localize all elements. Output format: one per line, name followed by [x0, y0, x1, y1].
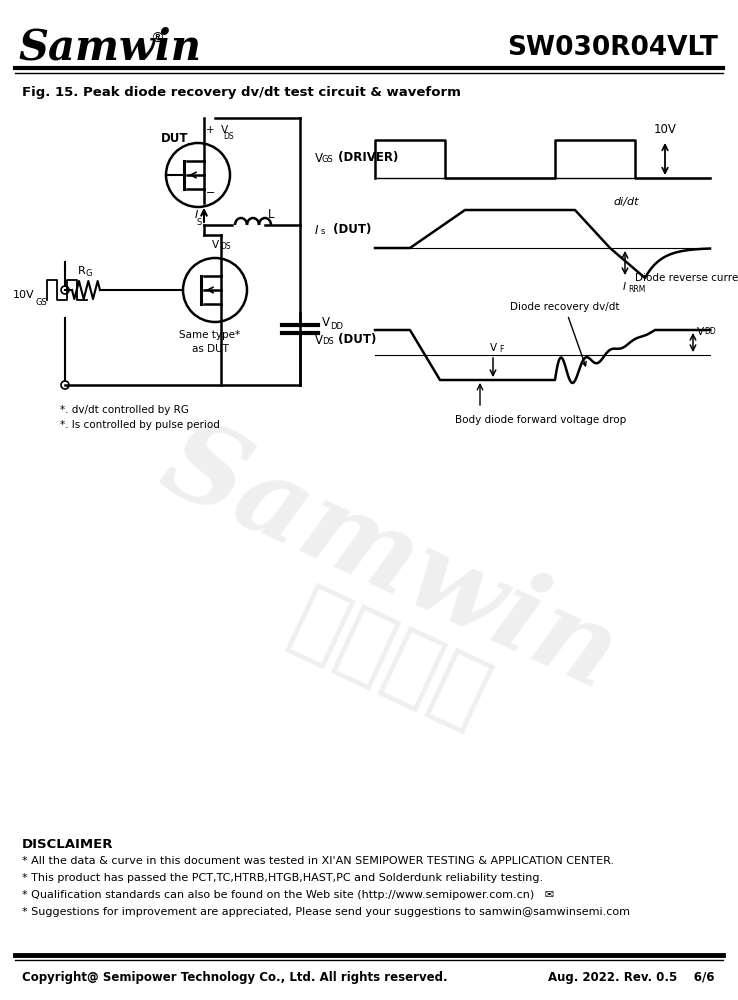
Text: V: V [489, 343, 497, 353]
Text: DISCLAIMER: DISCLAIMER [22, 838, 114, 851]
Text: (DUT): (DUT) [334, 334, 376, 347]
Text: DD: DD [330, 322, 343, 331]
Text: Copyright@ Semipower Technology Co., Ltd. All rights reserved.: Copyright@ Semipower Technology Co., Ltd… [22, 970, 448, 984]
Text: V: V [315, 151, 323, 164]
Text: DS: DS [322, 337, 334, 346]
Text: as DUT: as DUT [192, 344, 229, 354]
Text: ®: ® [150, 32, 164, 46]
Text: GS: GS [35, 298, 46, 307]
Text: I: I [195, 210, 198, 220]
Text: (DRIVER): (DRIVER) [334, 151, 399, 164]
Text: 内部保密: 内部保密 [279, 579, 501, 741]
Text: S: S [197, 218, 202, 227]
Text: G: G [85, 269, 92, 278]
Text: DS: DS [223, 132, 234, 141]
Text: Diode recovery dv/dt: Diode recovery dv/dt [510, 302, 619, 366]
Text: s: s [321, 227, 325, 236]
Text: Aug. 2022. Rev. 0.5    6/6: Aug. 2022. Rev. 0.5 6/6 [548, 970, 714, 984]
Text: Samwin: Samwin [146, 408, 634, 712]
Text: di/dt: di/dt [613, 197, 638, 207]
Text: V: V [212, 240, 219, 250]
Text: DUT: DUT [160, 131, 188, 144]
Text: R: R [78, 266, 86, 276]
Text: 10V: 10V [13, 290, 35, 300]
Text: DS: DS [220, 242, 230, 251]
Text: +  V: + V [206, 125, 228, 135]
Text: −: − [206, 188, 215, 198]
Text: I: I [315, 224, 319, 236]
Text: 10V: 10V [654, 123, 677, 136]
Text: * Qualification standards can also be found on the Web site (http://www.semipowe: * Qualification standards can also be fo… [22, 890, 554, 900]
Text: V: V [697, 327, 704, 337]
Text: Same type*: Same type* [179, 330, 241, 340]
Text: * This product has passed the PCT,TC,HTRB,HTGB,HAST,PC and Solderdunk reliabilit: * This product has passed the PCT,TC,HTR… [22, 873, 543, 883]
Text: *. dv/dt controlled by RG: *. dv/dt controlled by RG [60, 405, 189, 415]
Text: F: F [499, 345, 503, 354]
Text: Samwin: Samwin [18, 27, 201, 69]
Text: DD: DD [704, 326, 716, 336]
Text: Body diode forward voltage drop: Body diode forward voltage drop [455, 415, 627, 425]
Text: GS: GS [322, 155, 334, 164]
Text: (DUT): (DUT) [329, 224, 371, 236]
Text: L: L [268, 208, 275, 221]
Text: SW030R04VLT: SW030R04VLT [507, 35, 718, 61]
Text: *. Is controlled by pulse period: *. Is controlled by pulse period [60, 420, 220, 430]
Text: RRM: RRM [628, 285, 645, 294]
Text: * All the data & curve in this document was tested in XI'AN SEMIPOWER TESTING & : * All the data & curve in this document … [22, 856, 614, 866]
Text: * Suggestions for improvement are appreciated, Please send your suggestions to s: * Suggestions for improvement are apprec… [22, 907, 630, 917]
Text: I: I [623, 282, 626, 292]
Text: V: V [315, 334, 323, 347]
Text: Fig. 15. Peak diode recovery dv/dt test circuit & waveform: Fig. 15. Peak diode recovery dv/dt test … [22, 86, 461, 99]
Text: Diode reverse current: Diode reverse current [635, 273, 738, 283]
Text: V: V [322, 316, 330, 330]
